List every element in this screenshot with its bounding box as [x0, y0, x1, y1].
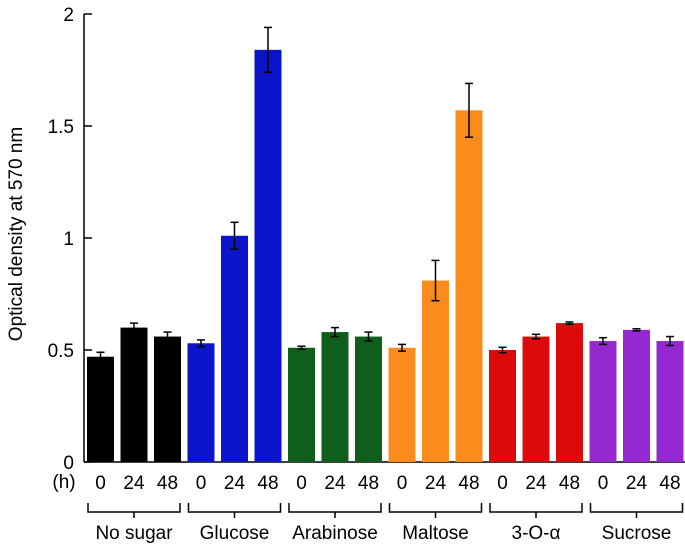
time-point-label: 0 — [95, 473, 106, 494]
group-bracket — [589, 503, 684, 513]
group-label: No sugar — [95, 523, 173, 544]
bar-arabinose-48h — [355, 336, 382, 462]
time-point-label: 48 — [157, 473, 178, 494]
bar-3-o--24h — [522, 336, 550, 462]
bar-sucrose-24h — [623, 329, 650, 462]
time-point-label: 48 — [659, 473, 680, 494]
bar-maltose-48h — [455, 110, 483, 462]
time-point-label: 48 — [559, 473, 580, 494]
group-bracket — [87, 503, 181, 513]
group-label: Sucrose — [602, 523, 672, 544]
y-tick-label: 0 — [63, 453, 74, 474]
time-point-label: 24 — [224, 473, 246, 494]
time-point-label: 24 — [324, 473, 346, 494]
y-tick-label: 2 — [63, 5, 74, 26]
y-axis-label: Optical density at 570 nm — [6, 127, 27, 341]
group-label: Maltose — [402, 523, 469, 544]
time-point-label: 48 — [458, 473, 479, 494]
group-label: Arabinose — [292, 523, 378, 544]
time-point-label: 24 — [123, 473, 145, 494]
group-bracket — [288, 503, 382, 513]
bar-glucose-0h — [187, 343, 215, 462]
bar-glucose-48h — [254, 49, 282, 463]
bar-maltose-0h — [388, 347, 416, 462]
bar-arabinose-0h — [288, 347, 315, 462]
time-point-label: 24 — [425, 473, 447, 494]
bar-no-sugar-24h — [120, 327, 148, 462]
bar-maltose-24h — [422, 280, 449, 462]
time-point-label: 0 — [497, 473, 508, 494]
bar-no-sugar-48h — [154, 336, 181, 462]
time-point-label: 48 — [358, 473, 379, 494]
bar-no-sugar-0h — [87, 356, 114, 462]
y-tick-label: 1.5 — [48, 117, 74, 138]
time-point-label: 0 — [598, 473, 609, 494]
time-unit-label: (h) — [52, 472, 75, 493]
time-point-label: 0 — [397, 473, 408, 494]
time-point-label: 0 — [296, 473, 307, 494]
bar-arabinose-24h — [321, 332, 349, 462]
bar-sucrose-48h — [656, 341, 684, 462]
group-bracket — [489, 503, 583, 513]
time-point-label: 0 — [196, 473, 207, 494]
bar-3-o--0h — [489, 350, 516, 462]
y-tick-label: 0.5 — [48, 341, 74, 362]
time-point-label: 24 — [525, 473, 547, 494]
group-label: 3-O-α — [512, 523, 561, 544]
time-point-label: 24 — [626, 473, 648, 494]
group-bracket — [388, 503, 483, 513]
y-tick-label: 1 — [63, 229, 74, 250]
bar-glucose-24h — [221, 235, 248, 462]
bar-sucrose-0h — [589, 341, 617, 462]
group-label: Glucose — [200, 523, 270, 544]
group-bracket — [187, 503, 282, 513]
bar-3-o--48h — [556, 323, 583, 462]
time-point-label: 48 — [257, 473, 278, 494]
